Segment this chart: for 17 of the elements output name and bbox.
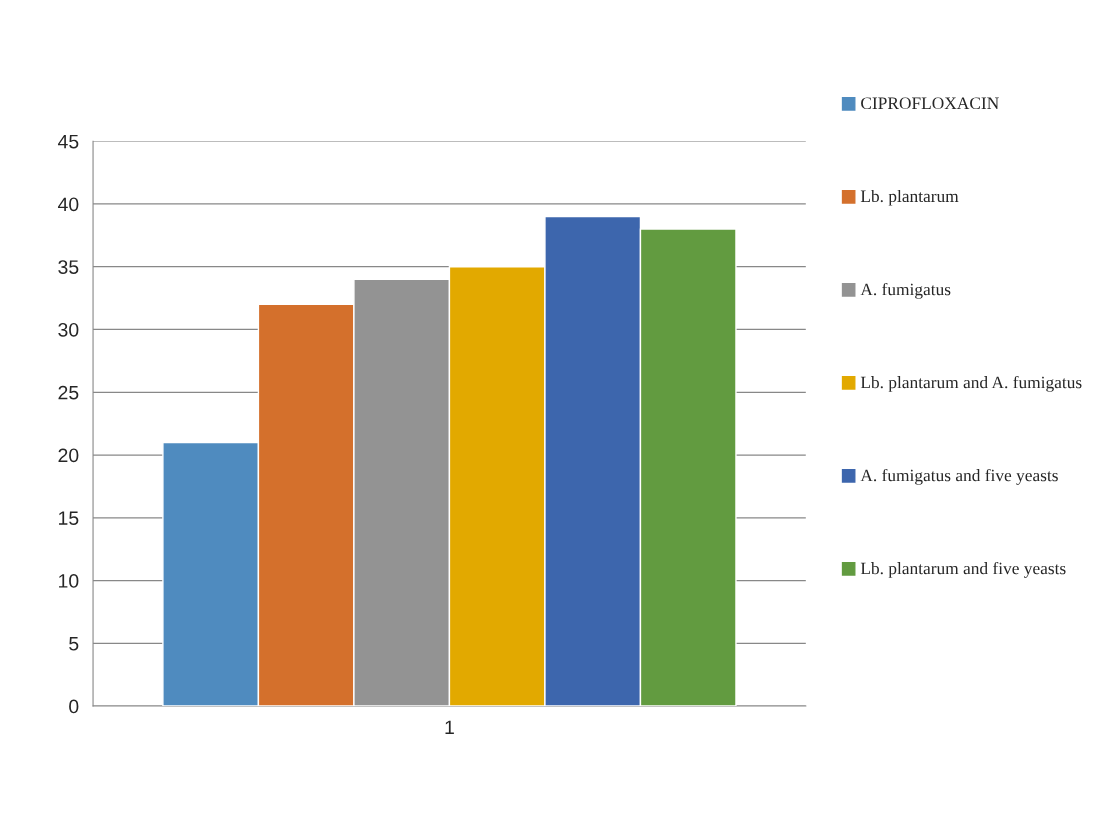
y-tick-label: 10 [59, 574, 79, 588]
legend-label: CIPROFLOXACIN [861, 97, 999, 110]
legend-label: A. fumigatus and five yeasts [860, 468, 1058, 485]
legend-label: A. fumigatus [860, 282, 951, 299]
y-tick-label: 35 [58, 260, 79, 274]
y-tick-label: 15 [59, 511, 79, 526]
legend-label: Lb. plantarum [860, 189, 959, 206]
y-tick-label: 45 [57, 134, 79, 149]
y-tick-label: 30 [58, 322, 79, 337]
y-tick-label: 20 [58, 448, 79, 463]
y-tick-label: 25 [58, 385, 79, 400]
x-tick-label: 1 [445, 720, 454, 735]
legend-label: Lb. plantarum and A. fumigatus [860, 375, 1082, 392]
y-tick-label: 40 [57, 197, 79, 212]
y-tick-label: 0 [69, 699, 79, 714]
legend-label: Lb. plantarum and five yeasts [860, 561, 1066, 578]
y-tick-label: 5 [69, 636, 79, 651]
